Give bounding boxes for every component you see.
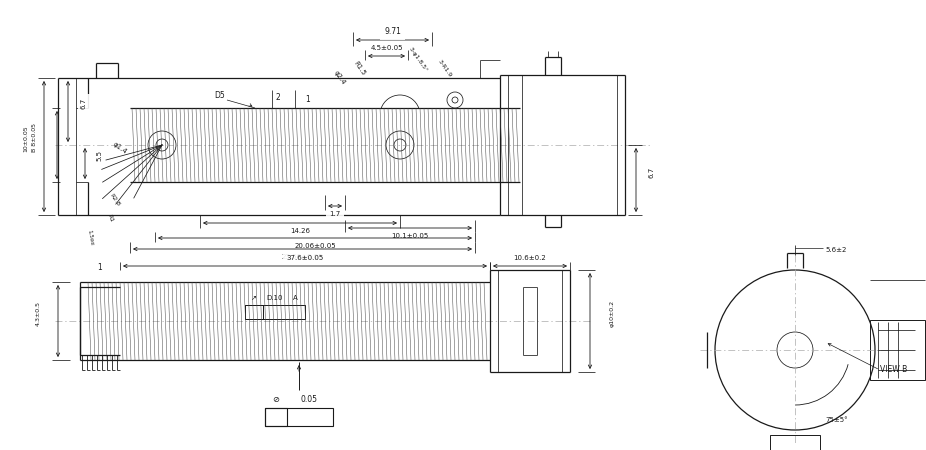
Text: B 8±0.05: B 8±0.05 [32, 122, 37, 152]
Text: 1: 1 [306, 95, 310, 104]
Text: 9.71: 9.71 [384, 27, 401, 36]
Text: 1: 1 [97, 264, 103, 273]
Text: 6.7: 6.7 [81, 98, 87, 109]
Bar [770, 435, 820, 450]
Bar [245, 305, 263, 319]
Text: 5.5: 5.5 [96, 150, 102, 161]
Text: φ1.4: φ1.4 [112, 141, 128, 155]
Text: 1.5αα: 1.5αα [86, 230, 94, 246]
Text: 4.5±0.05: 4.5±0.05 [370, 45, 403, 51]
Text: φ2.4: φ2.4 [333, 70, 347, 86]
Bar [265, 408, 287, 426]
Text: 20.06±0.05: 20.06±0.05 [294, 243, 336, 249]
Text: 1.7: 1.7 [330, 211, 341, 217]
Bar [245, 305, 305, 319]
Text: 14.26: 14.26 [290, 228, 310, 234]
Text: 23.56±0.05: 23.56±0.05 [282, 254, 323, 260]
Text: D5: D5 [215, 90, 225, 99]
Text: R1: R1 [106, 213, 114, 223]
Text: 10±0.05: 10±0.05 [23, 125, 29, 152]
Text: R1.5: R1.5 [353, 60, 367, 76]
Text: VIEW B: VIEW B [880, 365, 907, 374]
Text: 3-φ1.8,5°: 3-φ1.8,5° [407, 47, 429, 73]
Text: 10.6±0.2: 10.6±0.2 [514, 255, 546, 261]
Text: 10.1±0.05: 10.1±0.05 [392, 233, 429, 239]
Text: 37.6±0.05: 37.6±0.05 [286, 255, 323, 261]
Text: 4.3±0.5: 4.3±0.5 [35, 301, 41, 325]
Bar [265, 408, 333, 426]
Text: φ10±0.2: φ10±0.2 [609, 299, 615, 327]
Text: 0.05: 0.05 [301, 395, 318, 404]
Text: 5.6±2: 5.6±2 [825, 247, 846, 253]
Text: 2: 2 [276, 94, 281, 103]
Text: 3-R1.9: 3-R1.9 [437, 58, 453, 78]
Text: 6.7: 6.7 [649, 166, 655, 178]
Text: ↗: ↗ [251, 295, 257, 301]
Text: R2.8: R2.8 [109, 193, 121, 207]
Text: A: A [293, 295, 297, 301]
Bar [870, 320, 925, 380]
Text: 75±5°: 75±5° [825, 417, 847, 423]
Text: D.10: D.10 [267, 295, 283, 301]
Text: ⊘: ⊘ [272, 395, 280, 404]
